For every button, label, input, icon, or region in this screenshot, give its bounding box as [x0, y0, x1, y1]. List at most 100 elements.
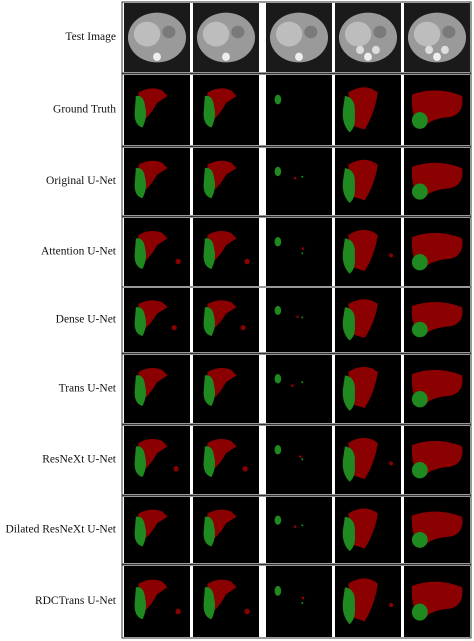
- image-cell: [124, 497, 190, 563]
- image-cell: [404, 426, 470, 494]
- image-cell: [266, 75, 332, 145]
- row-label: Ground Truth: [53, 104, 116, 116]
- spine: [433, 52, 441, 61]
- tumor-region: [411, 391, 428, 408]
- tumor-region: [134, 446, 146, 477]
- noise: [389, 461, 394, 466]
- tumor-region: [411, 112, 428, 129]
- image-cell: [193, 75, 259, 145]
- tumor-region: [274, 94, 282, 105]
- noise: [301, 252, 304, 255]
- row-label: Dilated ResNeXt U-Net: [6, 524, 117, 536]
- cell-bg: [193, 75, 259, 145]
- liver: [133, 21, 161, 47]
- cell-bg: [193, 148, 259, 215]
- image-cell: [266, 426, 332, 494]
- noise: [293, 176, 297, 180]
- image-cell: [404, 218, 470, 286]
- tumor-region: [203, 238, 215, 269]
- tumor-region: [134, 167, 146, 199]
- cell-gap: [261, 566, 264, 637]
- cell-bg: [193, 355, 259, 423]
- image-cell: [404, 288, 470, 352]
- tumor-region: [411, 603, 428, 621]
- organ: [304, 25, 318, 39]
- noise: [301, 458, 304, 461]
- image-cell: [404, 148, 470, 215]
- cell-bg: [124, 288, 190, 352]
- liver: [202, 21, 230, 47]
- tumor-region: [342, 516, 356, 552]
- image-cell: [335, 288, 401, 352]
- image-cell: [193, 288, 259, 352]
- tumor-region: [274, 305, 282, 315]
- row-frame: [121, 564, 472, 639]
- noise: [301, 524, 304, 527]
- liver-region: [348, 366, 378, 409]
- cell-gap: [261, 288, 264, 352]
- tumor-region: [342, 307, 356, 341]
- cell-bg: [193, 497, 259, 563]
- image-cell: [266, 566, 332, 637]
- row-frame: [121, 73, 472, 147]
- cell-bg: [266, 218, 332, 286]
- row-frame: [121, 146, 472, 217]
- tumor-region: [274, 515, 282, 525]
- row-label: Original U-Net: [46, 175, 117, 187]
- cell-bg: [266, 355, 332, 423]
- tumor-region: [342, 238, 356, 274]
- image-cell: [124, 148, 190, 215]
- image-cell: [193, 355, 259, 423]
- image-cell: [335, 148, 401, 215]
- cell-bg: [193, 426, 259, 494]
- image-cell: [335, 355, 401, 423]
- image-cell: [335, 426, 401, 494]
- noise: [296, 315, 299, 319]
- image-cell: [193, 566, 259, 637]
- tumor-region: [203, 587, 215, 620]
- tumor-region: [342, 446, 356, 482]
- organ: [373, 25, 387, 39]
- spine: [153, 52, 161, 61]
- image-cell: [335, 566, 401, 637]
- kidney: [425, 45, 434, 55]
- liver-region: [348, 87, 378, 130]
- tumor-region: [203, 167, 215, 199]
- image-cell: [124, 75, 190, 145]
- noise: [389, 602, 394, 608]
- liver: [413, 21, 441, 47]
- tumor-region: [342, 168, 356, 203]
- tumor-region: [342, 96, 356, 133]
- noise: [173, 466, 179, 472]
- tumor-region: [134, 95, 146, 128]
- spine: [364, 52, 372, 61]
- image-cell: [124, 288, 190, 352]
- image-cell: [124, 355, 190, 423]
- noise: [301, 316, 304, 319]
- tumor-region: [203, 375, 215, 406]
- noise: [301, 596, 305, 600]
- tumor-region: [203, 516, 215, 547]
- image-cell: [335, 497, 401, 563]
- cell-bg: [124, 426, 190, 494]
- row-frame: [121, 495, 472, 565]
- organ: [231, 25, 245, 39]
- tumor-region: [274, 237, 282, 247]
- image-cell: [335, 218, 401, 286]
- row-frame: [121, 353, 472, 425]
- liver-region: [348, 159, 378, 201]
- liver-region: [348, 578, 378, 622]
- image-cell: [404, 75, 470, 145]
- row-label: ResNeXt U-Net: [42, 454, 117, 466]
- image-cell: [404, 3, 470, 72]
- noise: [301, 381, 304, 384]
- spine: [222, 52, 230, 61]
- image-cell: [335, 75, 401, 145]
- image-cell: [404, 355, 470, 423]
- cell-bg: [124, 148, 190, 215]
- image-cell: [193, 218, 259, 286]
- row-label: Trans U-Net: [59, 383, 117, 395]
- noise: [301, 247, 305, 250]
- cell-bg: [124, 75, 190, 145]
